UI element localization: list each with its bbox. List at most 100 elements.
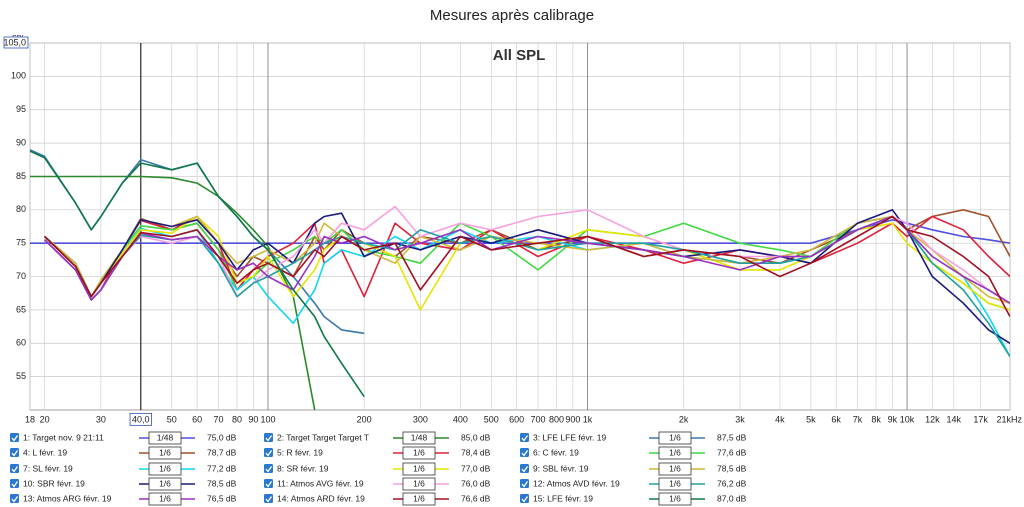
smoothing-box[interactable] (402, 431, 436, 445)
legend-checkbox[interactable] (520, 494, 529, 503)
legend: 1: Target nov. 9 21:11 1/48 75,0 dB 2: Targ… (10, 431, 747, 506)
smoothing-box[interactable] (402, 477, 436, 491)
x-tick-label: 17k (973, 414, 988, 424)
y-tick-label: 100 (11, 71, 26, 81)
smoothing-box[interactable] (402, 492, 436, 506)
legend-item: 4: L févr. 19 1/6 78,7 dB (10, 446, 237, 460)
lines (30, 149, 1010, 410)
smoothing-box[interactable] (148, 477, 182, 491)
legend-checkbox[interactable] (10, 433, 19, 442)
legend-label: 14: Atmos ARD févr. 19 (277, 493, 365, 503)
legend-checkbox[interactable] (520, 448, 529, 457)
legend-readout: 78,7 dB (207, 447, 237, 457)
legend-check (265, 466, 273, 473)
legend-item: 6: C févr. 19 1/6 77,6 dB (520, 446, 747, 460)
legend-check (521, 481, 529, 488)
legend-label: 15: LFE févr. 19 (533, 493, 593, 503)
legend-checkbox[interactable] (520, 464, 529, 473)
smoothing-box[interactable] (148, 462, 182, 476)
legend-check (521, 466, 529, 473)
legend-checkbox[interactable] (264, 433, 273, 442)
legend-checkbox[interactable] (10, 479, 19, 488)
legend-check (265, 496, 273, 503)
smoothing-label: 1/48 (411, 432, 428, 442)
x-tick-label: 30 (96, 414, 106, 424)
legend-label: 4: L févr. 19 (23, 447, 67, 457)
y-tick-label: 55 (16, 371, 26, 381)
legend-check (265, 481, 273, 488)
legend-check (11, 435, 19, 442)
legend-check (265, 435, 273, 442)
smoothing-label: 1/6 (159, 463, 171, 473)
x-tick-label: 6k (831, 414, 841, 424)
legend-label: 6: C févr. 19 (533, 447, 579, 457)
legend-item: 2: Target Target Target T 1/48 85,0 dB (264, 431, 491, 445)
y-tick-label: 80 (16, 204, 26, 214)
legend-label: 3: LFE LFE févr. 19 (533, 432, 607, 442)
legend-item: 3: LFE LFE févr. 19 1/6 87,5 dB (520, 431, 747, 445)
legend-checkbox[interactable] (10, 494, 19, 503)
legend-readout: 87,5 dB (717, 432, 747, 442)
legend-readout: 76,5 dB (207, 493, 237, 503)
x-tick-label: 18 (25, 414, 35, 424)
plot-area (29, 42, 1011, 411)
legend-label: 10: SBR févr. 19 (23, 478, 85, 488)
smoothing-label: 1/6 (669, 493, 681, 503)
legend-checkbox[interactable] (264, 494, 273, 503)
y-tick-label: 70 (16, 271, 26, 281)
smoothing-box[interactable] (658, 492, 692, 506)
smoothing-box[interactable] (658, 477, 692, 491)
chart-title: Mesures après calibrage (430, 7, 594, 24)
series-line (44, 215, 1010, 311)
x-tick-label: 200 (357, 414, 372, 424)
x-tick-label: 500 (484, 414, 499, 424)
smoothing-box[interactable] (658, 446, 692, 460)
legend-check (521, 435, 529, 442)
cursor-box (129, 412, 152, 426)
smoothing-box[interactable] (148, 492, 182, 506)
legend-label: 7: SL févr. 19 (23, 463, 73, 473)
legend-readout: 75,0 dB (207, 432, 237, 442)
smoothing-box[interactable] (148, 446, 182, 460)
series-line (44, 215, 1010, 301)
x-tick-label: 4k (775, 414, 785, 424)
legend-item: 13: Atmos ARG févr. 19 1/6 76,5 dB (10, 492, 237, 506)
legend-label: 5: R févr. 19 (277, 447, 323, 457)
legend-checkbox[interactable] (520, 479, 529, 488)
legend-readout: 77,6 dB (717, 447, 747, 457)
legend-item: 7: SL févr. 19 1/6 77,2 dB (10, 462, 237, 476)
legend-item: 1: Target nov. 9 21:11 1/48 75,0 dB (10, 431, 237, 445)
legend-checkbox[interactable] (264, 464, 273, 473)
legend-readout: 77,0 dB (461, 463, 491, 473)
legend-checkbox[interactable] (264, 448, 273, 457)
legend-checkbox[interactable] (520, 433, 529, 442)
smoothing-label: 1/6 (669, 432, 681, 442)
x-tick-label: 20 (40, 414, 50, 424)
smoothing-box[interactable] (148, 431, 182, 445)
x-tick-label: 100 (260, 414, 275, 424)
legend-readout: 76,2 dB (717, 478, 747, 488)
x-tick-label: 8k (871, 414, 881, 424)
smoothing-box[interactable] (402, 462, 436, 476)
y-tick-label: 105,0 (3, 37, 26, 47)
legend-checkbox[interactable] (10, 464, 19, 473)
x-tick-label: 7k (853, 414, 863, 424)
smoothing-label: 1/6 (413, 493, 425, 503)
legend-checkbox[interactable] (10, 448, 19, 457)
smoothing-label: 1/6 (159, 478, 171, 488)
y-tick-box (3, 36, 29, 49)
x-tick-label: 50 (167, 414, 177, 424)
smoothing-box[interactable] (658, 431, 692, 445)
legend-item: 12: Atmos AVD févr. 19 1/6 76,2 dB (520, 477, 747, 491)
smoothing-box[interactable] (658, 462, 692, 476)
legend-checkbox[interactable] (264, 479, 273, 488)
smoothing-label: 1/6 (669, 478, 681, 488)
series-line (30, 175, 316, 410)
legend-item: 11: Atmos AVG févr. 19 1/6 76,0 dB (264, 477, 491, 491)
legend-readout: 78,5 dB (207, 478, 237, 488)
legend-readout: 76,0 dB (461, 478, 491, 488)
smoothing-box[interactable] (402, 446, 436, 460)
x-tick-label: 800 (549, 414, 564, 424)
x-tick-label: 700 (530, 414, 545, 424)
y-tick-label: 60 (16, 338, 26, 348)
